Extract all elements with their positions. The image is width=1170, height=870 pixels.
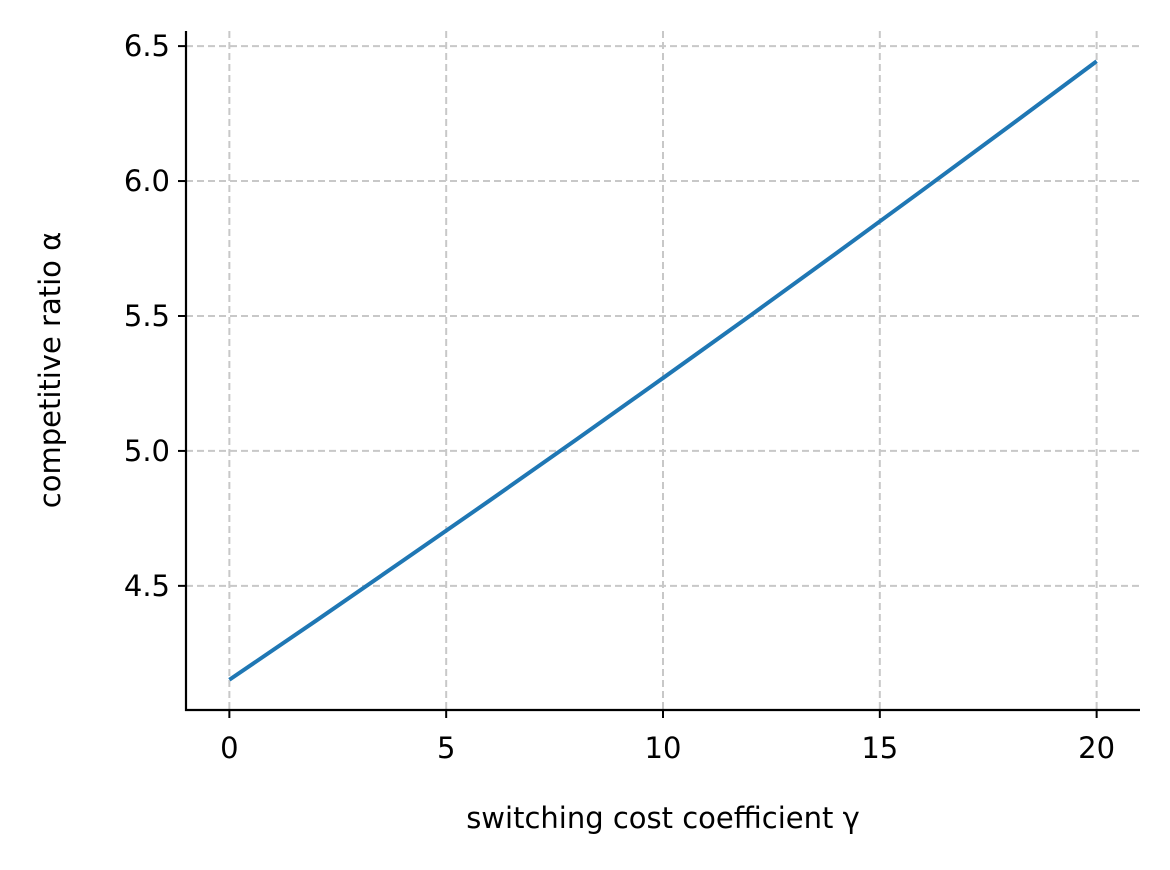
x-tick-label: 0 xyxy=(220,731,238,765)
y-tick-label: 6.0 xyxy=(124,164,170,198)
y-axis-label: competitive ratio α xyxy=(33,232,67,508)
y-tick-label: 4.5 xyxy=(124,569,170,603)
x-tick-label: 20 xyxy=(1078,731,1115,765)
y-tick-label: 5.5 xyxy=(124,299,170,333)
y-tick-label: 5.0 xyxy=(124,434,170,468)
x-tick-label: 15 xyxy=(861,731,898,765)
data-line xyxy=(228,59,1098,682)
x-axis-label: switching cost coefficient γ xyxy=(466,801,860,835)
x-tick-label: 10 xyxy=(645,731,682,765)
x-tick-label: 5 xyxy=(437,731,455,765)
y-tick-label: 6.5 xyxy=(124,29,170,63)
